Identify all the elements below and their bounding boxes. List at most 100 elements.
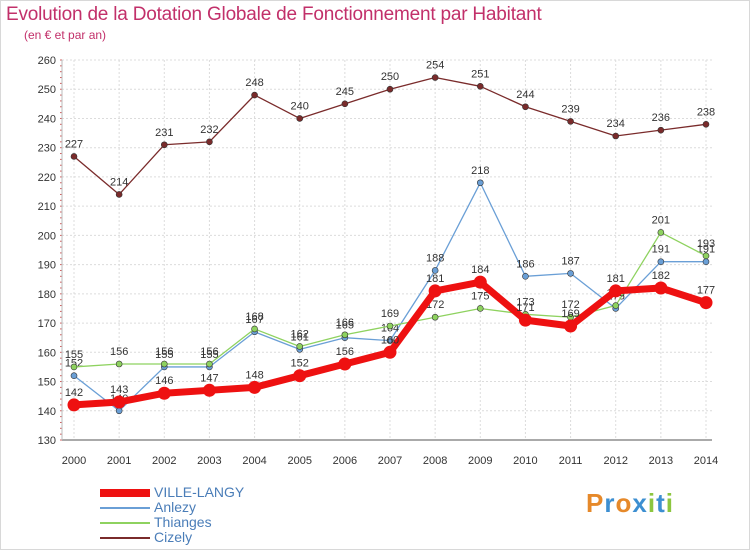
x-tick-label: 2005 bbox=[287, 455, 311, 467]
data-point-ville-langy bbox=[518, 313, 532, 327]
data-point-cizely bbox=[431, 74, 439, 81]
data-label-thianges: 155 bbox=[65, 349, 83, 361]
data-label-cizely: 250 bbox=[381, 71, 399, 83]
data-point-thianges bbox=[341, 331, 349, 339]
data-point-cizely bbox=[251, 91, 258, 99]
data-point-cizely bbox=[70, 153, 78, 160]
data-label-anlezy: 165 bbox=[336, 320, 354, 332]
data-point-thianges bbox=[70, 363, 78, 371]
data-point-cizely bbox=[476, 83, 484, 90]
data-label-cizely: 214 bbox=[110, 176, 128, 188]
data-point-cizely bbox=[115, 191, 123, 198]
x-tick-label: 2012 bbox=[603, 455, 627, 467]
data-point-thianges bbox=[702, 252, 710, 260]
data-label-anlezy: 187 bbox=[561, 255, 579, 267]
data-point-cizely bbox=[522, 103, 529, 111]
data-label-ville-langy: 184 bbox=[471, 264, 489, 276]
data-point-thianges bbox=[431, 313, 439, 321]
data-label-thianges: 175 bbox=[471, 290, 489, 302]
data-label-ville-langy: 147 bbox=[200, 372, 218, 384]
data-label-thianges: 162 bbox=[291, 328, 309, 340]
data-point-cizely bbox=[160, 141, 168, 149]
data-point-ville-langy bbox=[654, 281, 668, 295]
data-label-cizely: 254 bbox=[426, 60, 444, 72]
y-tick-label: 170 bbox=[38, 318, 56, 330]
data-label-ville-langy: 181 bbox=[607, 273, 625, 285]
data-point-thianges bbox=[657, 229, 665, 236]
data-label-thianges: 173 bbox=[516, 296, 534, 308]
y-tick-label: 230 bbox=[38, 143, 56, 155]
data-label-ville-langy: 146 bbox=[155, 375, 173, 387]
legend-swatch bbox=[100, 522, 150, 524]
x-tick-label: 2011 bbox=[559, 455, 583, 467]
data-label-cizely: 244 bbox=[516, 89, 534, 101]
data-label-thianges: 156 bbox=[155, 346, 173, 358]
data-point-thianges bbox=[115, 360, 123, 368]
legend-swatch bbox=[100, 507, 150, 509]
data-label-thianges: 156 bbox=[110, 346, 128, 358]
logo-letter: r bbox=[604, 488, 616, 518]
data-label-ville-langy: 181 bbox=[426, 273, 444, 285]
data-label-thianges: 156 bbox=[200, 346, 218, 358]
data-point-cizely bbox=[206, 138, 213, 146]
data-label-ville-langy: 160 bbox=[381, 334, 399, 346]
data-label-anlezy: 191 bbox=[652, 244, 670, 256]
data-point-cizely bbox=[341, 100, 349, 108]
data-label-anlezy: 167 bbox=[245, 314, 263, 326]
data-label-cizely: 227 bbox=[65, 138, 83, 150]
data-point-anlezy bbox=[567, 270, 574, 277]
data-label-ville-langy: 177 bbox=[697, 285, 715, 297]
data-point-ville-langy bbox=[473, 275, 487, 289]
data-point-cizely bbox=[702, 121, 710, 128]
chart-subtitle: (en € et par an) bbox=[24, 28, 107, 42]
legend-swatch bbox=[100, 537, 150, 539]
logo-letter: i bbox=[665, 488, 674, 518]
logo-letter: t bbox=[656, 488, 666, 518]
data-label-ville-langy: 171 bbox=[516, 302, 534, 314]
data-label-cizely: 238 bbox=[697, 106, 715, 118]
proxiti-logo: Proxiti bbox=[586, 488, 674, 519]
data-point-cizely bbox=[296, 115, 304, 122]
legend-label: Anlezy bbox=[154, 499, 197, 515]
y-tick-label: 160 bbox=[38, 347, 56, 359]
data-point-thianges bbox=[476, 305, 484, 312]
x-tick-label: 2006 bbox=[333, 455, 357, 467]
data-label-cizely: 231 bbox=[155, 127, 173, 139]
x-tick-label: 2008 bbox=[423, 455, 447, 467]
legend-label: VILLE-LANGY bbox=[154, 484, 245, 500]
data-label-anlezy: 161 bbox=[291, 331, 309, 343]
data-point-ville-langy bbox=[293, 369, 307, 383]
data-label-cizely: 239 bbox=[561, 103, 579, 115]
y-tick-label: 210 bbox=[38, 201, 56, 213]
legend-label: Cizely bbox=[154, 529, 193, 545]
data-label-anlezy: 191 bbox=[697, 244, 715, 256]
data-label-ville-langy: 169 bbox=[561, 308, 579, 320]
data-point-ville-langy bbox=[202, 383, 216, 397]
data-label-thianges: 193 bbox=[697, 238, 715, 250]
x-tick-label: 2010 bbox=[513, 455, 537, 467]
data-point-anlezy bbox=[386, 337, 394, 344]
logo-letter: P bbox=[586, 488, 605, 518]
data-label-anlezy: 155 bbox=[155, 349, 173, 361]
x-tick-label: 2014 bbox=[694, 455, 718, 467]
data-point-anlezy bbox=[431, 267, 439, 274]
chart-title: Evolution de la Dotation Globale de Fonc… bbox=[6, 4, 542, 25]
y-tick-label: 130 bbox=[38, 435, 56, 447]
data-point-ville-langy bbox=[112, 395, 126, 409]
data-label-ville-langy: 182 bbox=[652, 270, 670, 282]
logo-letter: o bbox=[615, 488, 633, 518]
y-tick-label: 260 bbox=[38, 55, 56, 67]
data-label-thianges: 166 bbox=[336, 317, 354, 329]
y-tick-label: 220 bbox=[38, 172, 56, 184]
data-point-ville-langy bbox=[428, 284, 442, 298]
data-label-cizely: 240 bbox=[291, 100, 309, 112]
data-label-ville-langy: 156 bbox=[336, 346, 354, 358]
data-point-thianges bbox=[296, 343, 304, 350]
legend-label: Thianges bbox=[154, 514, 212, 530]
data-point-cizely bbox=[386, 85, 394, 93]
data-label-thianges: 172 bbox=[561, 299, 579, 311]
data-label-cizely: 232 bbox=[200, 124, 218, 136]
data-point-ville-langy bbox=[383, 345, 397, 359]
data-label-ville-langy: 143 bbox=[110, 384, 128, 396]
y-tick-label: 250 bbox=[38, 84, 56, 96]
